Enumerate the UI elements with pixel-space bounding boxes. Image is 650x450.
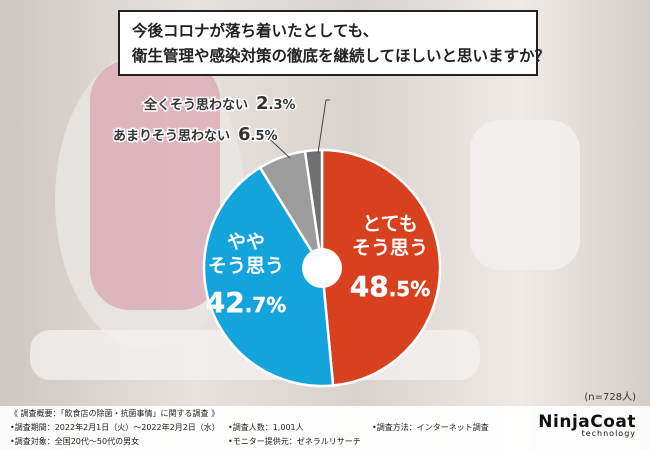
survey-method: •調査方法：インターネット調査 [372, 423, 489, 432]
question-box: 今後コロナが落ち着いたとしても、 衛生管理や感染対策の徹底を継続してほしいと思い… [118, 10, 551, 76]
slice-label-2: あまりそう思わない [113, 129, 230, 144]
leader-line-3 [317, 99, 330, 154]
slice-label-0-line-1: そう思う [352, 237, 428, 259]
survey-count: •調査人数：1,001人 [228, 423, 304, 432]
ninjacoat-logo: NinjaCoat technology [538, 412, 636, 438]
leader-line-2 [261, 131, 291, 159]
slice-label-0-line-0: とても [362, 213, 417, 235]
slice-value-1: 42.7% [206, 286, 287, 319]
survey-header: 《 調査概要：「飲食店の除菌・抗菌事情」に関する調査 》 [10, 409, 220, 418]
slice-label-3: 全くそう思わない [143, 97, 248, 113]
survey-target: •調査対象：全国20代〜50代の男女 [10, 437, 140, 446]
survey-footer: 《 調査概要：「飲食店の除菌・抗菌事情」に関する調査 》 •調査期間：2022年… [0, 406, 650, 450]
pie-slice-3 [303, 148, 324, 269]
survey-period: •調査期間：2022年2月1日（火）〜2022年2月2日（水） [10, 423, 220, 432]
slice-label-1-line-1: そう思う [208, 255, 284, 277]
logo-main-text: NinjaCoat [538, 412, 636, 432]
slice-value-0: 48.5% [350, 270, 431, 303]
slice-label-1-line-0: やや [227, 231, 265, 253]
survey-monitor: •モニター提供元：ゼネラルリサーチ [228, 437, 361, 446]
pie-slice-1 [202, 165, 335, 388]
pie-center-hole [302, 248, 342, 288]
pie-slice-0 [320, 148, 442, 387]
slice-value-2: 6.5% [238, 124, 278, 145]
slice-value-3: 2.3% [256, 93, 296, 114]
question-line-1: 今後コロナが落ち着いたとしても、 [132, 22, 379, 40]
sample-size: (n=728人) [584, 392, 636, 403]
question-line-2: 衛生管理や感染対策の徹底を継続してほしいと思いますか？ [132, 47, 551, 65]
logo-sub-text: technology [581, 429, 636, 438]
